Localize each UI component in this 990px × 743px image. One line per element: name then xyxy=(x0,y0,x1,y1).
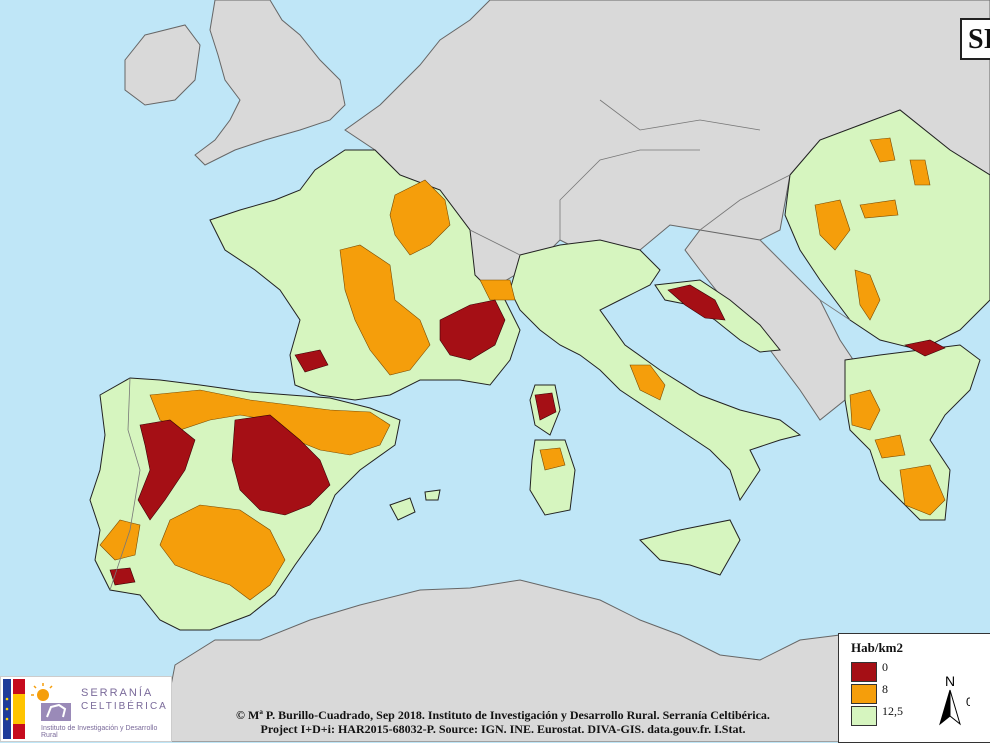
ireland-landmass xyxy=(124,24,201,106)
legend-swatch-1 xyxy=(851,684,877,704)
sardinia-landmass xyxy=(529,439,576,516)
credits-line2: Project I+D+i: HAR2015-68032-P. Source: … xyxy=(260,722,746,736)
legend-label-1: 8 xyxy=(882,682,888,696)
map-title: SI xyxy=(960,18,990,60)
serrania-logo: SERRANÍA CELTIBÉRICA Instituto de Invest… xyxy=(0,676,172,742)
legend-swatch-0 xyxy=(851,662,877,682)
legend-title: Hab/km2 xyxy=(851,640,904,655)
britain-landmass xyxy=(194,0,346,166)
north-label: N xyxy=(945,673,955,689)
credits: © Mª P. Burillo-Cuadrado, Sep 2018. Inst… xyxy=(178,708,828,736)
logo-name-line1: SERRANÍA xyxy=(81,687,154,699)
very-low-density-zones xyxy=(109,284,946,586)
legend-label-2: 12,5 xyxy=(882,704,903,718)
eu-spain-flag-icon xyxy=(3,679,25,739)
credits-line1: © Mª P. Burillo-Cuadrado, Sep 2018. Inst… xyxy=(236,708,770,722)
country-borders xyxy=(109,99,851,591)
legend-swatch-2 xyxy=(851,706,877,726)
north-africa-landmass xyxy=(159,579,841,742)
sicily-landmass xyxy=(639,519,741,576)
legend-label-0: 0 xyxy=(882,660,888,674)
romania-landmass xyxy=(784,109,990,351)
scale-start-label: 0 xyxy=(966,695,970,709)
low-density-zones xyxy=(99,137,946,601)
balearic-islands xyxy=(389,489,441,521)
logo-subtitle: Instituto de Investigación y Desarrollo … xyxy=(41,725,158,739)
north-arrow: N 0 xyxy=(930,672,973,736)
logo-name-line2: CELTIBÉRICA xyxy=(81,701,168,712)
north-arrow-icon: N 0 xyxy=(939,673,973,726)
legend: Hab/km2 0 8 12,5 xyxy=(838,633,990,743)
italy-landmass xyxy=(509,239,802,502)
balkans-landmass xyxy=(684,229,861,421)
greece-landmass xyxy=(844,344,981,521)
celtiberian-horse-logo-icon xyxy=(31,683,71,721)
